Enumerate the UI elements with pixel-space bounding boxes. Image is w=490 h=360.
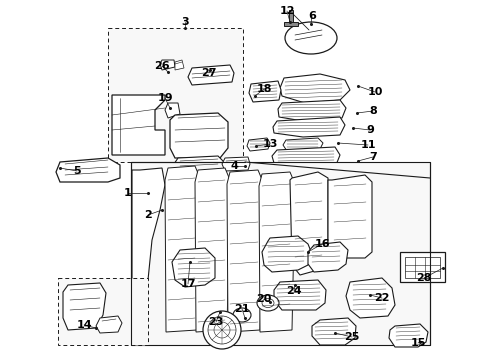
Ellipse shape (214, 322, 230, 338)
Polygon shape (63, 283, 106, 330)
Text: 25: 25 (344, 332, 360, 342)
Polygon shape (56, 158, 120, 182)
Polygon shape (284, 22, 298, 26)
Polygon shape (312, 318, 356, 345)
Polygon shape (160, 60, 175, 70)
Text: 16: 16 (314, 239, 330, 249)
Text: 10: 10 (368, 87, 383, 97)
Polygon shape (283, 138, 323, 151)
Text: 17: 17 (180, 279, 196, 289)
Text: 2: 2 (144, 210, 152, 220)
Polygon shape (328, 175, 372, 258)
Polygon shape (165, 166, 200, 332)
Polygon shape (272, 147, 340, 168)
Text: 12: 12 (279, 6, 295, 16)
Text: 23: 23 (208, 317, 224, 327)
Text: 4: 4 (230, 161, 238, 171)
Polygon shape (308, 242, 348, 272)
Polygon shape (195, 168, 230, 332)
Ellipse shape (257, 295, 279, 311)
Text: 24: 24 (286, 286, 302, 296)
Bar (108, 28, 243, 162)
Text: 6: 6 (308, 11, 316, 21)
Polygon shape (262, 236, 312, 272)
Text: 26: 26 (154, 61, 170, 71)
Polygon shape (227, 170, 263, 332)
Bar (58, 278, 148, 345)
Ellipse shape (262, 298, 274, 307)
Polygon shape (172, 156, 225, 174)
Polygon shape (170, 113, 228, 158)
Polygon shape (290, 172, 328, 275)
Polygon shape (289, 10, 293, 22)
Text: 13: 13 (262, 139, 278, 149)
Polygon shape (389, 324, 428, 347)
Ellipse shape (285, 22, 337, 54)
Text: 5: 5 (73, 166, 81, 176)
Text: 21: 21 (234, 304, 250, 314)
Text: 14: 14 (76, 320, 92, 330)
Polygon shape (346, 278, 395, 318)
Polygon shape (249, 81, 281, 102)
Text: 27: 27 (201, 68, 217, 78)
Polygon shape (132, 168, 165, 340)
Polygon shape (280, 74, 350, 103)
Text: 7: 7 (369, 152, 377, 162)
Bar (405, 257, 440, 278)
Bar (400, 252, 445, 282)
Text: 19: 19 (157, 93, 173, 103)
Polygon shape (188, 65, 234, 85)
Polygon shape (165, 103, 180, 118)
Text: 18: 18 (256, 84, 272, 94)
Ellipse shape (208, 316, 236, 344)
Polygon shape (278, 100, 346, 121)
Text: 22: 22 (374, 293, 390, 303)
Polygon shape (259, 172, 295, 332)
Polygon shape (175, 60, 184, 70)
Polygon shape (247, 138, 270, 151)
Polygon shape (273, 117, 345, 137)
Text: 20: 20 (256, 294, 271, 304)
Ellipse shape (203, 311, 241, 349)
Polygon shape (96, 316, 122, 333)
Polygon shape (131, 162, 430, 345)
Text: 3: 3 (181, 17, 189, 27)
Text: 28: 28 (416, 273, 432, 283)
Text: 8: 8 (369, 106, 377, 116)
Polygon shape (222, 157, 250, 171)
Polygon shape (112, 95, 165, 155)
Text: 9: 9 (366, 125, 374, 135)
Text: 11: 11 (360, 140, 376, 150)
Text: 1: 1 (124, 188, 132, 198)
Text: 15: 15 (410, 338, 426, 348)
Ellipse shape (233, 308, 251, 322)
Polygon shape (274, 280, 326, 310)
Polygon shape (172, 248, 215, 287)
